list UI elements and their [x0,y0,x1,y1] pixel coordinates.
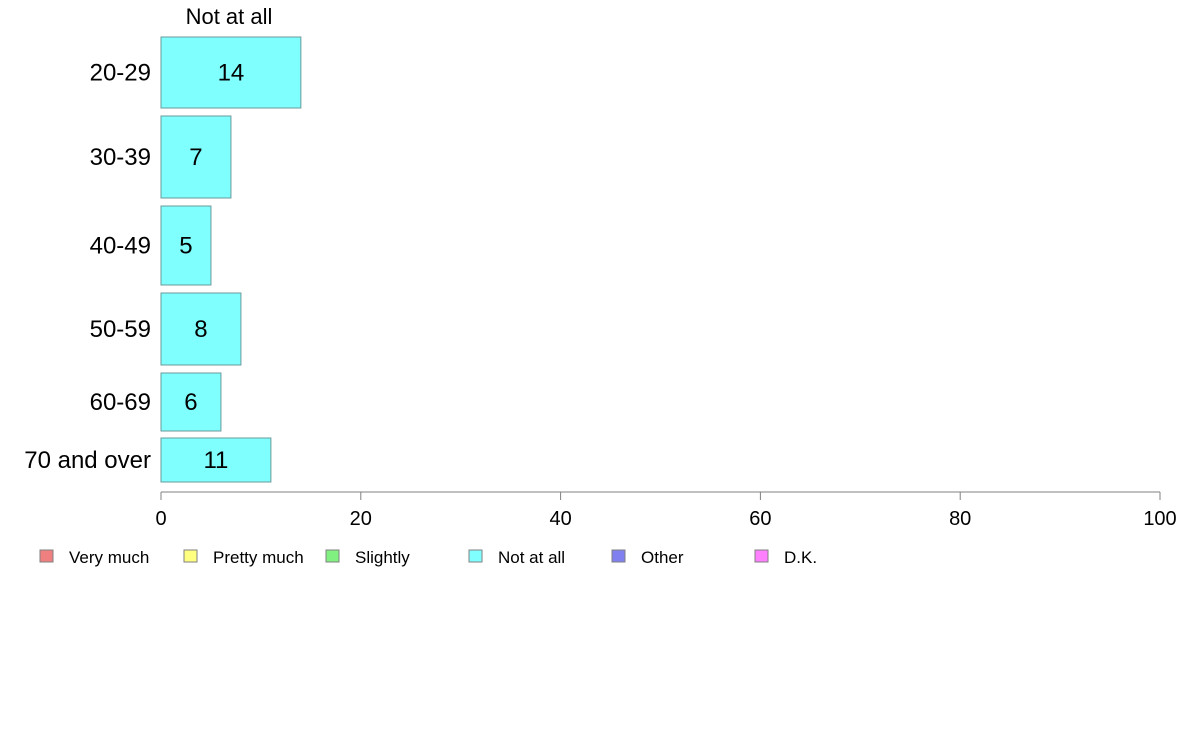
legend-label: D.K. [784,548,817,567]
bar-value-label: 14 [218,60,245,87]
bar [160,205,212,286]
legend-swatch [468,549,483,563]
x-tick-label: 100 [1143,508,1176,530]
x-tick-label: 60 [749,508,771,530]
bar [160,372,222,432]
category-label: 60-69 [90,389,151,416]
bar-value-label: 7 [189,144,202,171]
x-axis: 0 20 40 60 80 100 [155,491,1177,530]
legend-swatch [325,549,340,563]
x-tick-label: 20 [350,508,372,530]
bar [160,437,272,483]
category-labels: 20-29 30-39 40-49 50-59 60-69 70 and over [24,60,151,475]
bar-value-label: 5 [179,233,192,260]
legend-label: Not at all [498,548,565,567]
legend-label: Slightly [355,548,410,567]
legend-label: Other [641,548,684,567]
column-header: Not at all [186,4,273,29]
category-label: 20-29 [90,60,151,87]
x-tick-label: 0 [155,508,166,530]
bar-value-label: 6 [184,389,197,416]
category-label: 30-39 [90,144,151,171]
x-tick-label: 80 [949,508,971,530]
legend-swatch [611,549,626,563]
bar [160,36,302,109]
legend-swatch [183,549,198,563]
category-label: 40-49 [90,233,151,260]
legend-swatch [39,549,54,563]
x-tick-label: 40 [549,508,571,530]
bar-value-label: 8 [194,316,207,343]
category-label: 70 and over [24,447,151,474]
bar-value-label: 11 [203,447,228,474]
legend-label: Very much [69,548,149,567]
bar [160,115,232,199]
bars: 14 7 5 8 6 11 [160,36,302,483]
legend: Very much Pretty much Slightly Not at all Ot… [39,548,817,567]
category-label: 50-59 [90,316,151,343]
bar [160,292,242,366]
legend-label: Pretty much [213,548,304,567]
legend-swatch [754,549,769,563]
